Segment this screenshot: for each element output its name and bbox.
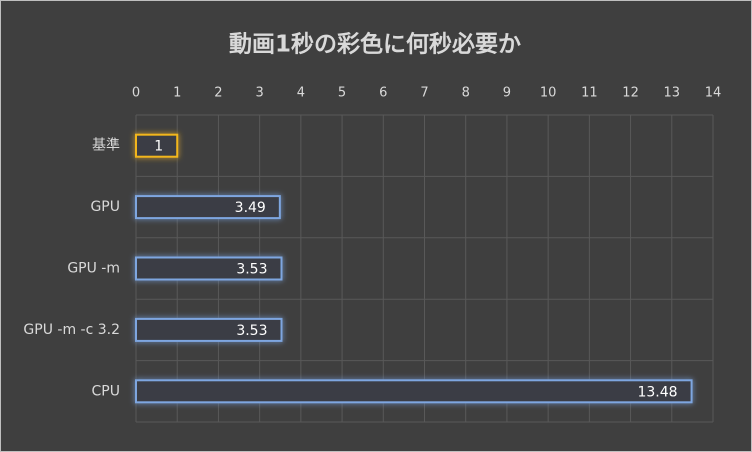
value-label: 1	[154, 139, 163, 155]
x-tick-label: 10	[540, 86, 557, 101]
x-tick-label: 5	[338, 86, 346, 101]
bar	[135, 133, 179, 158]
bar	[135, 195, 281, 220]
bar	[135, 317, 283, 342]
value-label: 3.53	[236, 262, 267, 278]
x-tick-label: 4	[297, 86, 305, 101]
x-tick-label: 14	[705, 86, 722, 101]
x-tick-label: 2	[214, 86, 222, 101]
chart-title: 動画1秒の彩色に何秒必要か	[229, 31, 521, 58]
y-tick-label: CPU	[92, 383, 120, 399]
x-tick-label: 0	[132, 86, 140, 101]
x-tick-label: 11	[581, 86, 598, 101]
x-tick-label: 13	[664, 86, 681, 101]
bar	[135, 379, 693, 404]
x-tick-label: 7	[420, 86, 428, 101]
y-tick-label: 基準	[92, 137, 120, 154]
bar	[135, 256, 283, 281]
y-tick-label: GPU -m	[67, 261, 120, 277]
x-tick-label: 1	[173, 86, 181, 101]
y-tick-label: GPU	[90, 199, 120, 215]
value-label: 3.49	[235, 200, 266, 216]
value-label: 13.48	[637, 384, 677, 400]
y-tick-label: GPU -m -c 3.2	[23, 322, 120, 338]
value-label: 3.53	[236, 323, 267, 339]
x-tick-label: 8	[462, 86, 470, 101]
x-tick-label: 12	[622, 86, 639, 101]
x-tick-label: 3	[256, 86, 264, 101]
x-tick-label: 6	[379, 86, 387, 101]
x-tick-label: 9	[503, 86, 511, 101]
